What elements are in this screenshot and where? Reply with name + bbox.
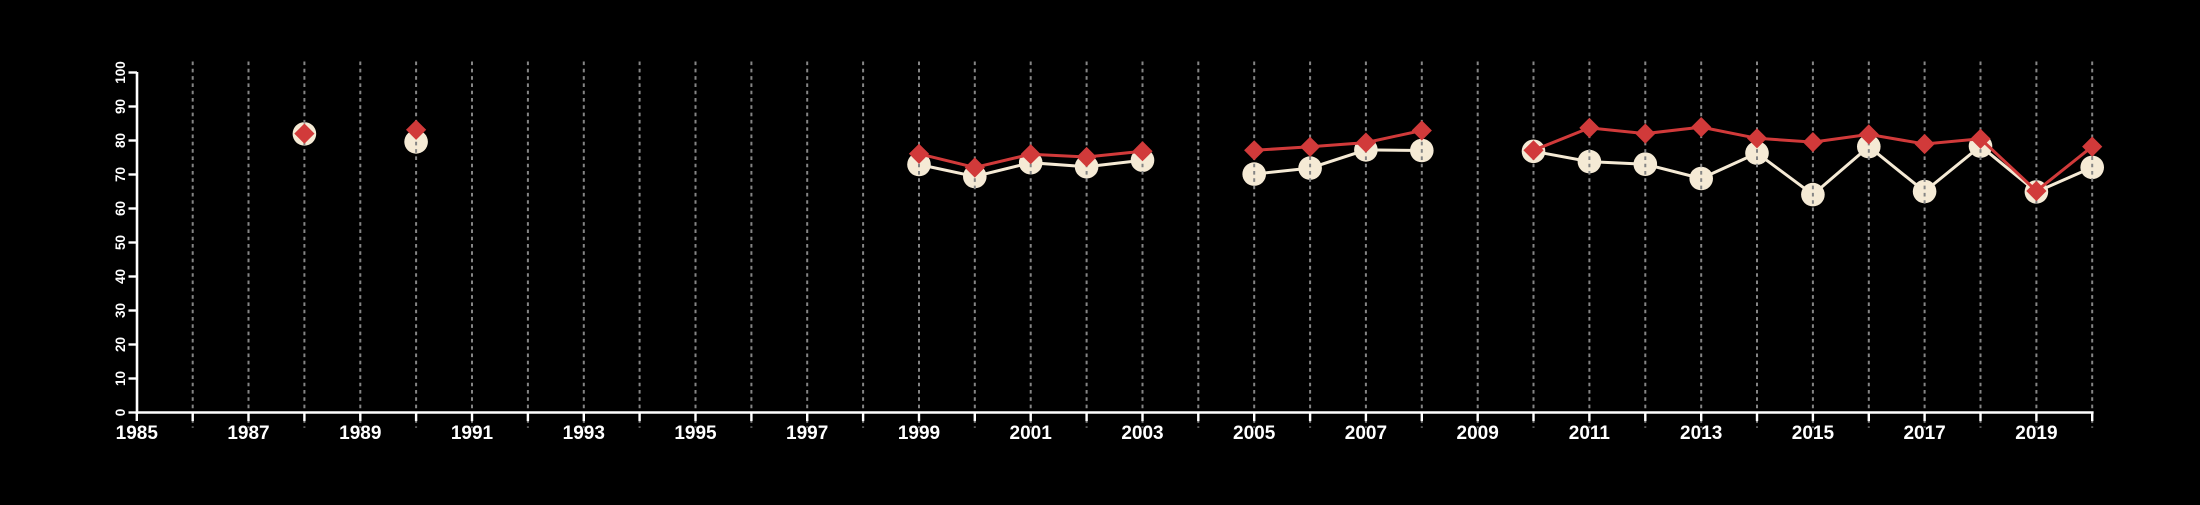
svg-text:20: 20 — [113, 337, 128, 352]
svg-text:40: 40 — [113, 269, 128, 284]
svg-text:1985: 1985 — [116, 423, 159, 444]
svg-text:1993: 1993 — [563, 423, 605, 444]
svg-text:2009: 2009 — [1457, 423, 1499, 444]
svg-text:100: 100 — [113, 61, 128, 84]
svg-text:1987: 1987 — [227, 423, 269, 444]
svg-text:2011: 2011 — [1569, 423, 1611, 444]
svg-text:2003: 2003 — [1121, 423, 1163, 444]
svg-text:70: 70 — [113, 167, 128, 182]
svg-text:30: 30 — [113, 303, 128, 318]
svg-text:1989: 1989 — [339, 423, 381, 444]
svg-text:0: 0 — [113, 409, 128, 417]
svg-text:2001: 2001 — [1010, 423, 1053, 444]
svg-text:2005: 2005 — [1233, 423, 1276, 444]
svg-text:1991: 1991 — [451, 423, 494, 444]
svg-text:80: 80 — [113, 133, 128, 148]
svg-text:2019: 2019 — [2015, 423, 2057, 444]
svg-text:1995: 1995 — [674, 423, 717, 444]
svg-text:10: 10 — [113, 371, 128, 386]
svg-text:60: 60 — [113, 201, 128, 216]
svg-text:90: 90 — [113, 99, 128, 114]
svg-text:2017: 2017 — [1903, 423, 1945, 444]
svg-text:2013: 2013 — [1680, 423, 1722, 444]
svg-text:50: 50 — [113, 235, 128, 250]
svg-text:2015: 2015 — [1792, 423, 1835, 444]
svg-text:1997: 1997 — [786, 423, 828, 444]
svg-text:1999: 1999 — [898, 423, 940, 444]
svg-text:2007: 2007 — [1345, 423, 1387, 444]
